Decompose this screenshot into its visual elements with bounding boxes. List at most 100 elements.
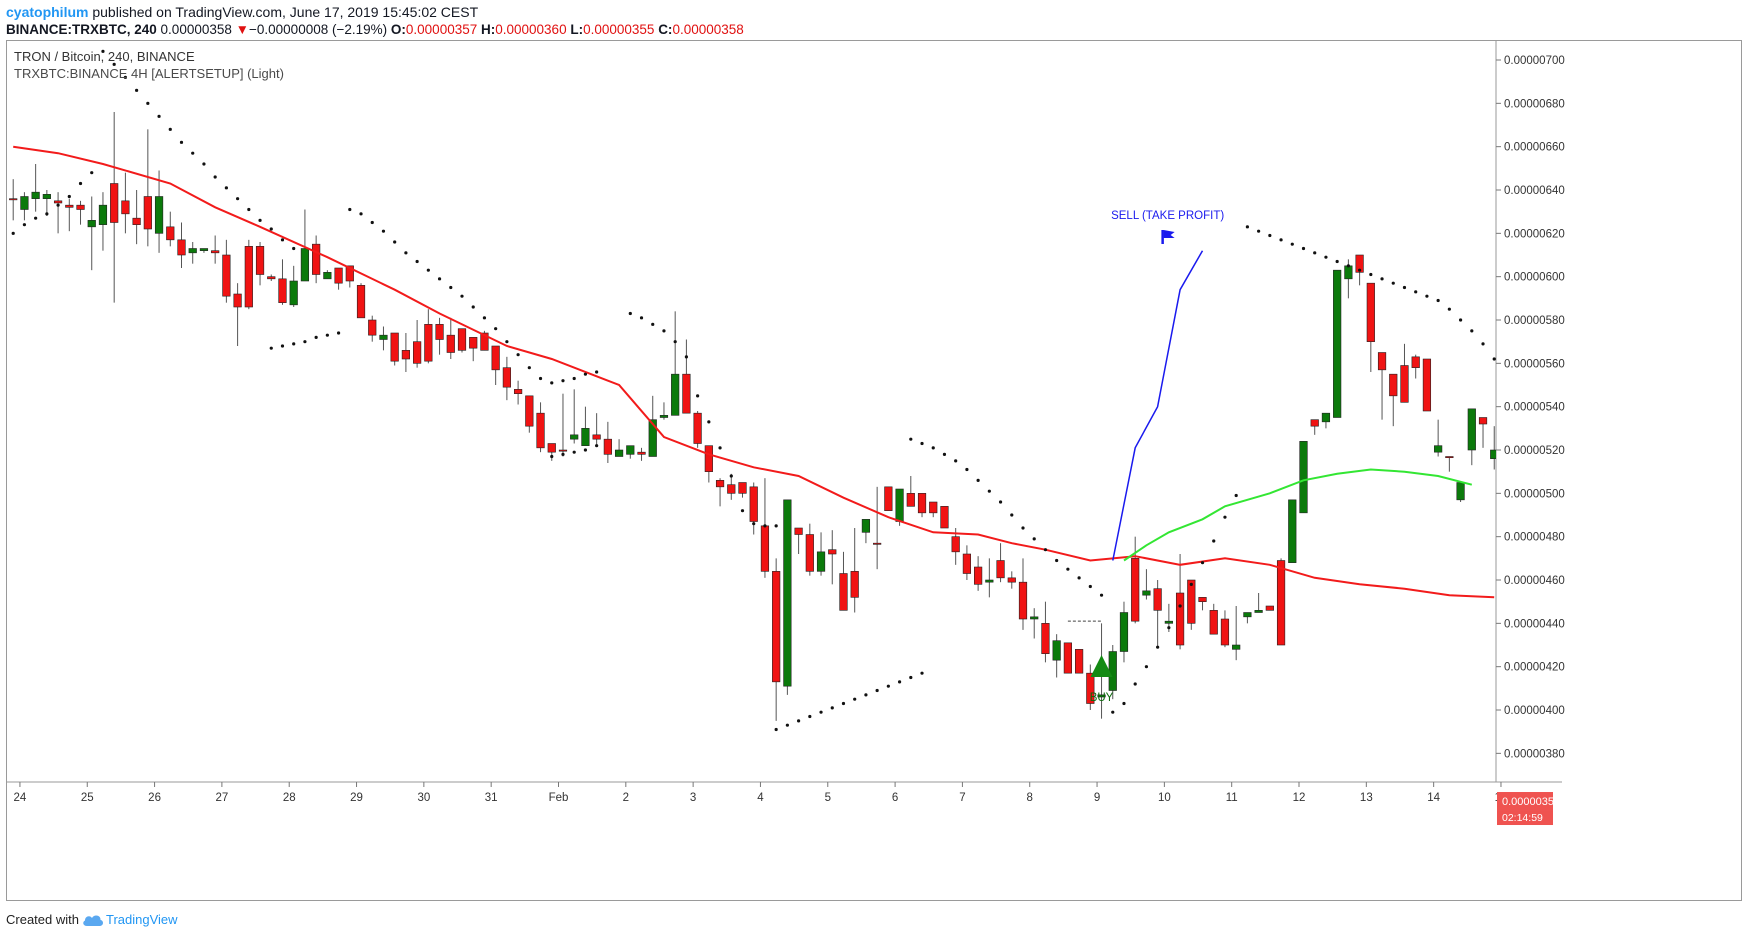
psar-dot: [1088, 584, 1092, 589]
x-tick-label: 12: [1293, 792, 1306, 804]
candle-down: [1131, 558, 1140, 622]
y-tick-label: 0.00000500: [1504, 488, 1565, 500]
psar-dot: [123, 75, 127, 79]
candle-up: [98, 204, 108, 225]
psar-dot: [628, 311, 632, 316]
candle-down: [906, 493, 915, 507]
candle-down: [536, 412, 545, 449]
psar-dot: [763, 524, 767, 528]
candle-up: [1704, 524, 1712, 531]
candle-down: [951, 536, 960, 553]
x-tick-label: 7: [959, 792, 965, 804]
candle-down: [693, 412, 702, 444]
psar-dot: [1122, 701, 1126, 706]
psar-dot: [1144, 665, 1149, 669]
psar-dot: [1470, 329, 1474, 333]
candle-up: [1164, 620, 1173, 624]
psar-dot: [381, 229, 386, 233]
x-tick-label: 9: [1094, 792, 1100, 804]
psar-dot: [785, 723, 789, 727]
psar-dot: [729, 474, 733, 478]
psar-dot: [1010, 513, 1014, 517]
candle-up: [648, 419, 657, 457]
psar-dot: [146, 101, 150, 105]
candle-down: [1648, 493, 1656, 508]
candle-up: [31, 191, 40, 199]
candle-up: [1232, 644, 1241, 650]
psar-dot: [853, 697, 857, 701]
psar-dot: [1021, 526, 1025, 530]
psar-dot: [516, 353, 520, 357]
psar-dot: [774, 524, 778, 528]
candle-down: [1681, 493, 1689, 495]
psar-dot: [494, 327, 498, 331]
candle-up: [1614, 485, 1622, 487]
psar-dot: [1111, 710, 1115, 714]
candle-down: [312, 243, 321, 275]
psar-dot: [482, 316, 487, 320]
psar-dot: [247, 207, 251, 212]
x-tick-label: 31: [485, 792, 498, 804]
candle-up: [289, 280, 298, 306]
tradingview-link[interactable]: TradingView: [105, 912, 178, 927]
psar-dot: [550, 381, 554, 385]
x-tick-label: 25: [81, 792, 94, 804]
psar-dot: [1324, 255, 1328, 259]
candle-down: [805, 534, 814, 572]
candle-down: [1063, 642, 1072, 674]
y-tick-label: 0.00000640: [1504, 185, 1565, 197]
candle-down: [996, 560, 1005, 579]
psar-dot: [718, 446, 722, 450]
psar-dot: [90, 171, 94, 175]
psar-dot: [426, 268, 430, 272]
footer: Created with TradingView: [6, 912, 178, 927]
candle-down: [839, 573, 848, 611]
candle-down: [1007, 577, 1016, 583]
psar-dot: [303, 340, 307, 344]
candle-down: [110, 183, 119, 223]
y-tick-label: 0.00000420: [1504, 662, 1565, 674]
price-change: −0.00000008 (−2.19%): [249, 22, 388, 37]
low-label: L:: [570, 22, 584, 37]
psar-dot: [168, 127, 172, 131]
chart-legend: TRON / Bitcoin, 240, BINANCE TRXBTC:BINA…: [14, 48, 284, 82]
down-arrow-icon: ▼: [235, 22, 250, 37]
candle-down: [345, 265, 354, 282]
chart-frame[interactable]: [6, 40, 1742, 901]
candle-down: [233, 293, 242, 308]
psar-dot: [191, 151, 195, 155]
candle-down: [267, 276, 276, 280]
author-link[interactable]: cyatophilum: [6, 4, 89, 20]
psar-dot: [22, 223, 27, 227]
candle-up: [199, 248, 209, 251]
candle-down: [727, 484, 736, 494]
sell-label: SELL (TAKE PROFIT): [1111, 210, 1224, 222]
psar-dot: [976, 478, 980, 482]
candle-down: [1400, 365, 1409, 403]
psar-dot: [1425, 294, 1429, 298]
psar-dot: [393, 240, 397, 244]
ema-red-line: [13, 145, 1495, 599]
candle-down: [1276, 560, 1286, 646]
psar-dot: [774, 727, 778, 732]
psar-dot: [135, 88, 139, 92]
candle-down: [1670, 493, 1678, 495]
psar-dot: [78, 181, 83, 186]
candle-up: [1097, 694, 1106, 698]
psar-dot: [1369, 272, 1373, 277]
price-chart[interactable]: 0.00000700 0.00000680 0.00000660 0.00000640…: [0, 0, 1748, 910]
psar-dot: [1301, 246, 1306, 251]
psar-dot: [595, 444, 599, 448]
candle-up: [985, 579, 994, 583]
psar-dot: [1178, 604, 1182, 608]
psar-dot: [797, 719, 801, 723]
psar-dot: [415, 259, 419, 264]
candle-up: [20, 196, 29, 210]
psar-dot: [673, 340, 677, 344]
psar-dot: [1436, 298, 1440, 303]
psar-dot: [875, 688, 879, 693]
candle-down: [794, 527, 803, 535]
ohlc-bar: BINANCE:TRXBTC, 240 0.00000358 ▼−0.00000…: [6, 22, 744, 37]
candle-down: [592, 434, 601, 440]
psar-dot: [1133, 682, 1137, 686]
